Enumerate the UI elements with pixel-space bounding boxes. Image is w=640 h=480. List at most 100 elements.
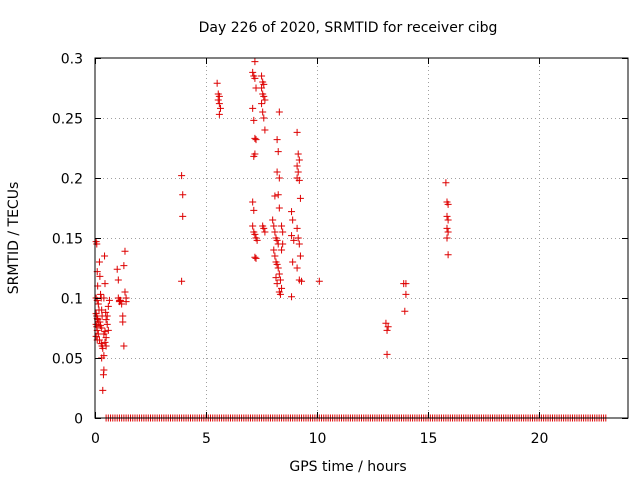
data-point <box>99 386 107 394</box>
data-point <box>114 276 122 284</box>
data-point <box>402 290 410 298</box>
data-point <box>274 264 282 272</box>
y-tick-label: 0.3 <box>61 52 83 68</box>
data-point <box>279 228 287 236</box>
data-point <box>261 228 269 236</box>
data-point <box>444 200 452 208</box>
data-point <box>113 265 121 273</box>
data-point <box>249 104 257 112</box>
data-point <box>271 252 279 260</box>
data-point <box>251 58 259 66</box>
data-point <box>101 338 109 346</box>
data-point <box>443 234 451 242</box>
data-point <box>259 108 267 116</box>
data-point <box>249 198 257 206</box>
data-point <box>275 108 283 116</box>
chart-title: Day 226 of 2020, SRMTID for receiver cib… <box>199 20 498 36</box>
data-point <box>271 192 279 200</box>
data-point <box>383 326 391 334</box>
data-point <box>402 280 410 288</box>
data-point <box>276 276 284 284</box>
x-tick-label: 5 <box>202 431 211 447</box>
data-point <box>101 252 109 260</box>
data-point <box>100 294 108 302</box>
data-point <box>279 240 287 248</box>
data-point <box>121 288 129 296</box>
data-point <box>213 79 221 87</box>
data-point <box>273 236 281 244</box>
data-point <box>101 328 109 336</box>
data-point <box>178 172 186 180</box>
x-tick-label: 15 <box>420 431 438 447</box>
x-tick-label: 0 <box>91 431 100 447</box>
data-point <box>120 262 128 270</box>
data-point <box>215 92 223 100</box>
data-point <box>95 258 103 266</box>
data-point <box>179 212 187 220</box>
data-point <box>269 216 277 224</box>
data-point <box>249 68 257 76</box>
data-point <box>442 179 450 187</box>
x-tick-label: 10 <box>309 431 327 447</box>
data-point <box>104 302 112 310</box>
data-point <box>122 298 130 306</box>
data-point <box>96 318 104 326</box>
data-point <box>251 74 259 82</box>
data-point <box>103 320 111 328</box>
data-point <box>293 162 301 170</box>
data-point <box>101 280 109 288</box>
axis-ticks: 0 5 10 15 20 0 0.05 0.1 0.15 0.2 0.25 0.3 <box>52 52 628 447</box>
data-point <box>105 296 113 304</box>
data-point <box>273 168 281 176</box>
data-point <box>298 277 306 285</box>
data-point <box>270 222 278 230</box>
data-point <box>252 254 260 262</box>
y-axis-label: SRMTID / TECUs <box>6 182 22 295</box>
y-tick-label: 0.15 <box>52 232 83 248</box>
data-point <box>216 104 224 112</box>
data-point <box>102 342 110 350</box>
data-point <box>98 306 106 314</box>
data-point <box>278 284 286 292</box>
data-point <box>275 204 283 212</box>
data-point <box>275 174 283 182</box>
data-point <box>260 80 268 88</box>
data-point <box>293 224 301 232</box>
data-point <box>99 371 107 379</box>
data-point <box>443 212 451 220</box>
data-point <box>401 307 409 315</box>
data-point <box>274 148 282 156</box>
data-point <box>273 280 281 288</box>
data-point <box>258 100 266 108</box>
data-point <box>104 326 112 334</box>
data-point <box>276 290 284 298</box>
data-point <box>96 272 104 280</box>
data-point <box>251 253 259 261</box>
data-point <box>258 84 266 92</box>
y-tick-label: 0 <box>74 412 83 428</box>
data-point <box>271 228 279 236</box>
data-point <box>102 316 110 324</box>
y-tick-label: 0.1 <box>61 292 83 308</box>
data-point <box>261 126 269 134</box>
data-point <box>293 264 301 272</box>
data-point <box>250 152 258 160</box>
data-point <box>270 246 278 254</box>
data-point <box>261 96 269 104</box>
data-point <box>214 96 222 104</box>
data-point <box>444 251 452 259</box>
y-tick-label: 0.05 <box>52 352 83 368</box>
data-point <box>278 246 286 254</box>
data-point <box>94 300 102 308</box>
data-point <box>95 336 103 344</box>
data-point <box>121 247 129 255</box>
data-point <box>260 224 268 232</box>
data-points <box>92 58 610 422</box>
data-point <box>102 308 110 316</box>
data-point <box>289 258 297 266</box>
data-point <box>272 274 280 282</box>
data-point <box>215 110 223 118</box>
data-point <box>295 156 303 164</box>
data-point <box>118 300 126 308</box>
data-point <box>102 334 110 342</box>
